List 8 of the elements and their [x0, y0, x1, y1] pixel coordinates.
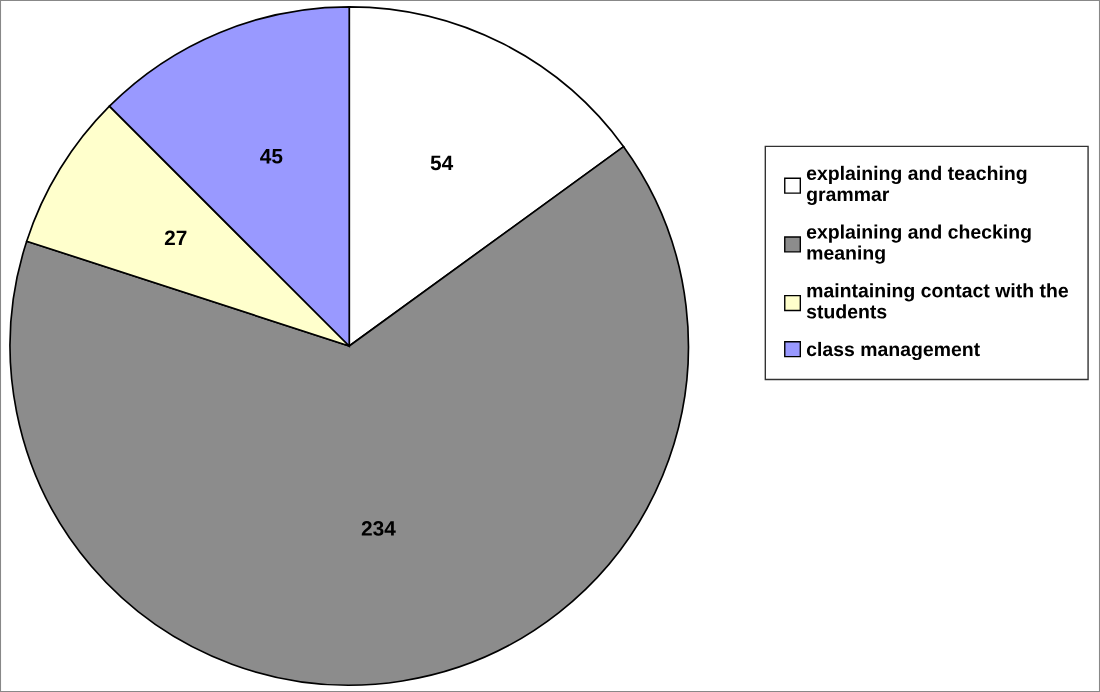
data-label: 27: [164, 230, 187, 246]
legend-label: class management: [806, 341, 980, 361]
legend-label: maintaining contact with the students: [806, 283, 1068, 319]
data-label: 54: [430, 155, 454, 171]
data-label: 45: [260, 149, 283, 164]
legend-label: explaining and teaching grammar: [806, 165, 1027, 206]
legend-label: explaining and checking meaning: [806, 224, 1031, 264]
data-label: 234: [361, 521, 396, 536]
